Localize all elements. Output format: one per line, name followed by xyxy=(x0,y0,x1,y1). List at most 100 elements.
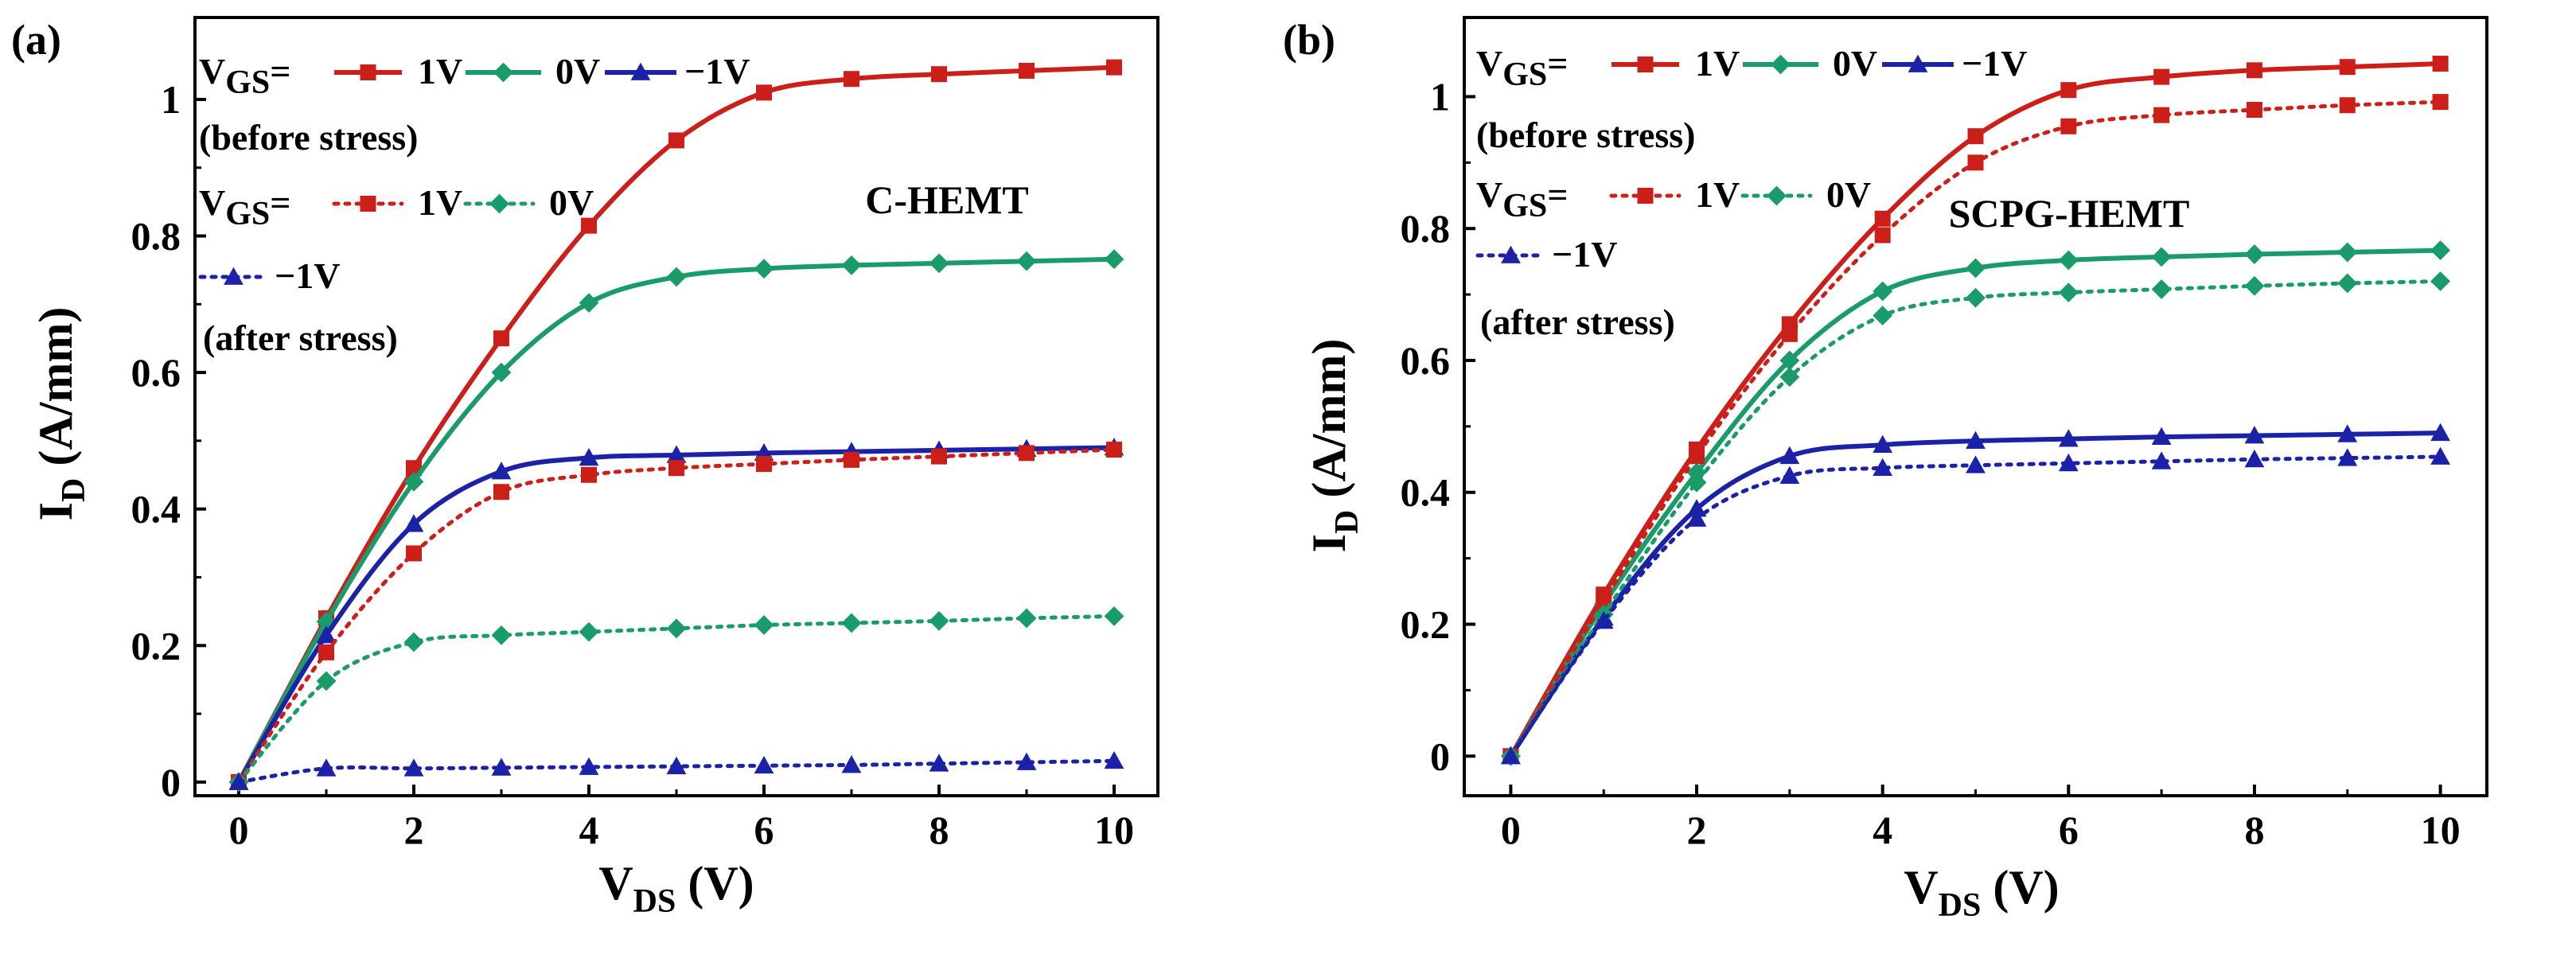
legend-vgs-after: VGS= xyxy=(199,182,290,232)
y-tick-label: 0.8 xyxy=(131,214,181,259)
data-point xyxy=(1779,350,1800,371)
data-point xyxy=(403,758,424,777)
y-tick-label: 0.2 xyxy=(1401,602,1451,647)
y-tick-label: 1 xyxy=(1430,74,1450,119)
legend-before-caption: (before stress) xyxy=(1476,115,1695,155)
data-point xyxy=(1686,472,1707,493)
y-tick-label: 0.8 xyxy=(1401,206,1451,251)
chart-panel-b: 0 2 4 6 8 10 0 0.2 0.4 0.6 0.8 1 VDS (V) ID (A/mm) (b)… xyxy=(1283,16,2488,924)
data-point xyxy=(2244,275,2265,296)
legend-after-m1v-label: −1V xyxy=(275,255,340,296)
y-tick-label: 0.4 xyxy=(1401,470,1451,515)
x-tick-label: 0 xyxy=(229,808,249,852)
legend-after-caption: (after stress) xyxy=(203,317,398,358)
legend-before-1v-label: 1V xyxy=(418,51,462,92)
data-point xyxy=(2337,424,2358,442)
data-point xyxy=(2246,62,2262,79)
panel-label: (a) xyxy=(11,16,61,64)
data-point xyxy=(2153,68,2170,85)
legend-vgs-after: VGS= xyxy=(1476,174,1568,224)
legend-before-m1v-marker xyxy=(630,62,651,80)
data-point xyxy=(316,758,337,777)
legend-after-m1v-marker xyxy=(224,267,244,285)
y-tick-label: 0.2 xyxy=(131,623,181,668)
data-point xyxy=(1874,227,1891,243)
data-point xyxy=(666,618,687,639)
data-point xyxy=(491,462,512,480)
data-point xyxy=(1967,128,1984,145)
legend: VGS= 1V 0V −1V (before stress) VGS= 1V 0V −1V (af… xyxy=(1475,43,2027,342)
series--1v-after-stress- xyxy=(228,750,1124,790)
data-point xyxy=(1104,750,1124,769)
data-point xyxy=(929,610,949,631)
x-tick-label: 6 xyxy=(2059,808,2079,852)
data-point xyxy=(2432,94,2449,111)
legend-after-1v-marker xyxy=(1637,188,1654,204)
data-point xyxy=(403,514,424,532)
data-point xyxy=(579,447,599,466)
data-point xyxy=(2244,244,2265,264)
data-point xyxy=(318,644,334,660)
data-point xyxy=(754,615,774,635)
data-point xyxy=(316,625,337,644)
data-point xyxy=(581,466,597,483)
data-point xyxy=(2337,242,2358,263)
x-tick-label: 10 xyxy=(2421,808,2461,852)
y-tick-label: 0.6 xyxy=(1401,338,1451,383)
device-label: SCPG-HEMT xyxy=(1949,191,2190,236)
legend-after-0v-label: 0V xyxy=(549,182,594,223)
legend-vgs-before: VGS= xyxy=(199,51,290,101)
data-point xyxy=(841,613,862,633)
data-point xyxy=(668,132,684,149)
legend-after-caption: (after stress) xyxy=(1480,302,1675,342)
x-tick-label: 4 xyxy=(1873,808,1892,852)
series--1v-before-stress- xyxy=(1501,423,2450,765)
series-line xyxy=(1508,430,2441,758)
data-point xyxy=(2337,448,2358,466)
data-point xyxy=(491,625,512,645)
data-point xyxy=(1686,508,1707,527)
x-axis-title: VDS (V) xyxy=(1904,861,2059,924)
data-point xyxy=(403,632,424,652)
data-point xyxy=(2058,250,2079,271)
data-point xyxy=(1779,367,1800,388)
data-point xyxy=(1873,458,1893,476)
legend-after-1v-marker xyxy=(360,196,376,212)
data-point xyxy=(754,755,774,774)
x-tick-label: 2 xyxy=(1687,808,1707,852)
legend: VGS= 1V 0V −1V (before stress) VGS= 1V 0V −1V (af… xyxy=(198,51,750,358)
data-point xyxy=(2060,82,2077,99)
legend-before-m1v-label: −1V xyxy=(684,51,750,92)
legend-after-1v-label: 1V xyxy=(1695,174,1740,215)
legend-after-0v-label: 0V xyxy=(1826,174,1871,215)
data-point xyxy=(756,456,772,473)
data-point xyxy=(2058,282,2079,303)
legend-before-0v-marker xyxy=(1771,54,1791,75)
legend-before-0v-label: 0V xyxy=(1833,43,1877,84)
series-0v-before-stress- xyxy=(228,249,1124,793)
series-line xyxy=(236,445,1115,784)
y-tick-label: 0.4 xyxy=(131,487,181,532)
data-point xyxy=(666,756,687,775)
data-point xyxy=(841,255,862,275)
series-line xyxy=(236,447,1117,785)
data-point xyxy=(756,84,772,101)
data-point xyxy=(493,484,509,501)
data-point xyxy=(491,758,512,776)
x-tick-label: 6 xyxy=(754,808,774,852)
data-point xyxy=(2244,449,2265,468)
legend-vgs-before: VGS= xyxy=(1476,43,1568,93)
data-point xyxy=(1016,752,1037,770)
data-point xyxy=(844,451,859,468)
data-point xyxy=(228,772,249,790)
data-point xyxy=(1966,455,1986,473)
series-1v-before-stress- xyxy=(231,59,1122,790)
data-point xyxy=(1873,281,1893,302)
x-tick-label: 10 xyxy=(1094,808,1134,852)
x-tick-label: 8 xyxy=(929,808,949,852)
series-line xyxy=(236,64,1115,784)
data-point xyxy=(1874,210,1891,227)
legend-before-1v-marker xyxy=(1637,56,1654,72)
series-0v-after-stress- xyxy=(228,606,1124,793)
